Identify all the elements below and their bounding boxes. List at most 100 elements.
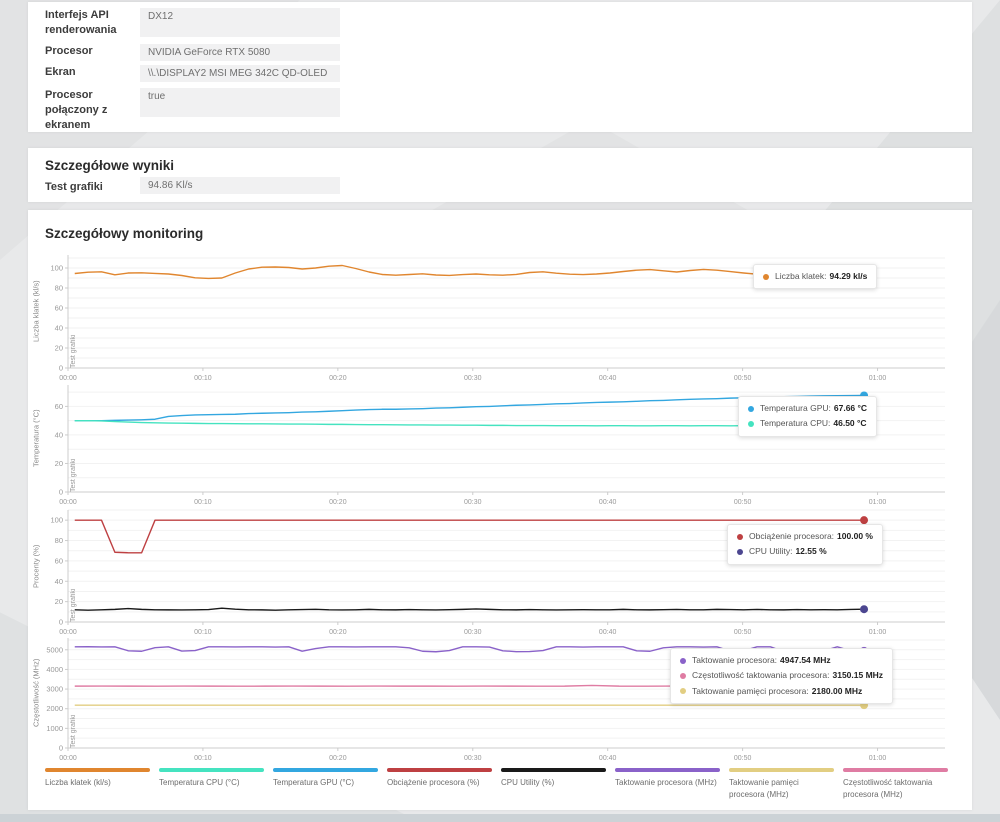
svg-text:20: 20	[55, 597, 63, 606]
field-label: Test grafiki	[45, 181, 103, 193]
field-value: DX12	[140, 8, 340, 37]
svg-text:01:00: 01:00	[869, 755, 887, 762]
series-color-dot	[680, 672, 686, 679]
svg-text:00:20: 00:20	[329, 499, 347, 506]
monitoring-card: Szczegółowy monitoring Liczba klatek (kl…	[28, 210, 972, 810]
legend-color-bar	[501, 768, 606, 772]
svg-text:00:40: 00:40	[599, 629, 617, 636]
svg-text:00:30: 00:30	[464, 755, 482, 762]
legend-color-bar	[273, 768, 378, 772]
section-title: Szczegółowy monitoring	[45, 226, 204, 241]
series-color-dot	[737, 548, 743, 555]
legend-label: Obciążenie procesora (%)	[387, 778, 480, 787]
frequency-chart: Częstotliwość (MHz) 0 1000 2000 3000 4000 500…	[28, 638, 972, 765]
footer-strip	[0, 814, 1000, 822]
svg-text:00:50: 00:50	[734, 499, 752, 506]
system-info-card: Interfejs API renderowania DX12 Procesor…	[28, 2, 972, 132]
legend-item: CPU Utility (%)	[501, 768, 606, 801]
legend-color-bar	[729, 768, 834, 772]
legend-color-bar	[843, 768, 948, 772]
series-color-dot	[748, 405, 754, 412]
cpu-load-chart: Procenty (%) 0 20 40 60 80 100 00:00 00:10 00:20…	[28, 509, 972, 639]
svg-text:00:40: 00:40	[599, 755, 617, 762]
svg-text:80: 80	[55, 284, 63, 293]
svg-text:00:20: 00:20	[329, 629, 347, 636]
field-label: Ekran	[45, 66, 76, 78]
chart-tooltip: Taktowanie procesora: 4947.54 MHz Częstot…	[670, 648, 894, 704]
svg-text:2000: 2000	[46, 704, 63, 713]
svg-text:0: 0	[59, 488, 63, 497]
tooltip-row: Temperatura GPU: 67.66 °C	[748, 401, 867, 416]
svg-text:00:10: 00:10	[194, 755, 212, 762]
svg-text:40: 40	[55, 324, 63, 333]
tooltip-row: Częstotliwość taktowania procesora: 3150…	[680, 668, 883, 683]
fps-chart-canvas: 0 20 40 60 80 100 00:00 00:10 00:20 00:30 00:40 00:…	[50, 255, 945, 382]
svg-text:00:30: 00:30	[464, 629, 482, 636]
svg-text:20: 20	[55, 459, 63, 468]
phase-label: Test grafiki	[70, 458, 77, 492]
svg-text:0: 0	[59, 618, 63, 627]
tooltip-row: Obciążenie procesora: 100.00 %	[737, 529, 873, 544]
svg-text:00:00: 00:00	[59, 499, 77, 506]
tooltip-row: Liczba klatek: 94.29 kl/s	[763, 269, 867, 284]
series-color-dot	[680, 688, 686, 695]
legend-color-bar	[387, 768, 492, 772]
svg-text:100: 100	[50, 264, 63, 273]
field-label: Interfejs API renderowania	[45, 9, 117, 36]
legend-item: Liczba klatek (kl/s)	[45, 768, 150, 801]
tooltip-row: CPU Utility: 12.55 %	[737, 544, 873, 559]
svg-text:5000: 5000	[46, 645, 63, 654]
svg-text:0: 0	[59, 744, 63, 753]
svg-text:00:00: 00:00	[59, 755, 77, 762]
series-color-dot	[680, 657, 686, 664]
svg-text:01:00: 01:00	[869, 629, 887, 636]
legend-color-bar	[45, 768, 150, 772]
field-value: true	[140, 88, 340, 117]
field-value: \\.\DISPLAY2 MSI MEG 342C QD-OLED	[140, 65, 340, 82]
legend-item: Taktowanie pamięci procesora (MHz)	[729, 768, 834, 801]
legend-color-bar	[159, 768, 264, 772]
phase-label: Test grafiki	[70, 588, 77, 622]
svg-text:00:40: 00:40	[599, 375, 617, 382]
legend-label: Częstotliwość taktowania procesora (MHz)	[843, 778, 933, 799]
series-color-dot	[737, 533, 743, 540]
legend-item: Temperatura GPU (°C)	[273, 768, 378, 801]
field-value: NVIDIA GeForce RTX 5080	[140, 44, 340, 61]
legend-label: Temperatura CPU (°C)	[159, 778, 240, 787]
svg-text:0: 0	[59, 364, 63, 373]
svg-text:00:10: 00:10	[194, 629, 212, 636]
legend-label: Liczba klatek (kl/s)	[45, 778, 111, 787]
legend-label: CPU Utility (%)	[501, 778, 555, 787]
fps-chart: Liczba klatek (kl/s) 0 20 40 60 80 100 00:00 00…	[28, 255, 972, 385]
field-value: 94.86 Kl/s	[140, 177, 340, 194]
svg-text:00:30: 00:30	[464, 499, 482, 506]
svg-text:00:50: 00:50	[734, 375, 752, 382]
chart-tooltip: Temperatura GPU: 67.66 °C Temperatura CPU…	[738, 396, 878, 437]
svg-text:00:00: 00:00	[59, 375, 77, 382]
chart-tooltip: Obciążenie procesora: 100.00 % CPU Utilit…	[727, 524, 883, 565]
svg-text:40: 40	[55, 577, 63, 586]
legend-item: Częstotliwość taktowania procesora (MHz)	[843, 768, 948, 801]
legend-label: Taktowanie procesora (MHz)	[615, 778, 717, 787]
chart-tooltip: Liczba klatek: 94.29 kl/s	[753, 264, 878, 290]
legend-label: Temperatura GPU (°C)	[273, 778, 354, 787]
svg-text:00:10: 00:10	[194, 375, 212, 382]
tooltip-row: Taktowanie pamięci procesora: 2180.00 MH…	[680, 684, 883, 699]
svg-text:60: 60	[55, 304, 63, 313]
svg-text:60: 60	[55, 402, 63, 411]
svg-text:01:00: 01:00	[869, 375, 887, 382]
field-label: Procesor	[45, 45, 93, 57]
series-color-dot	[763, 273, 769, 280]
svg-text:01:00: 01:00	[869, 499, 887, 506]
svg-text:00:20: 00:20	[329, 755, 347, 762]
svg-text:1000: 1000	[46, 724, 63, 733]
legend-color-bar	[615, 768, 720, 772]
svg-text:20: 20	[55, 344, 63, 353]
series-color-dot	[748, 420, 754, 427]
temperature-chart: Temperatura (°C) 0 20 40 60 00:00 00:10 00:20 0…	[28, 385, 972, 509]
svg-text:60: 60	[55, 556, 63, 565]
svg-text:80: 80	[55, 536, 63, 545]
chart-legend: Liczba klatek (kl/s) Temperatura CPU (°C)…	[45, 768, 957, 801]
svg-text:00:00: 00:00	[59, 629, 77, 636]
legend-item: Obciążenie procesora (%)	[387, 768, 492, 801]
